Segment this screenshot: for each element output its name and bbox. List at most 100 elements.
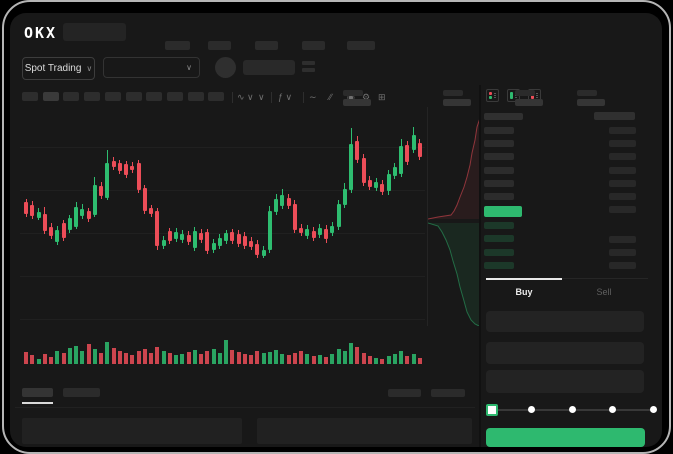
candlestick: [167, 231, 172, 241]
candlestick: [317, 228, 322, 235]
bottom-filter-placeholder[interactable]: [388, 389, 421, 397]
bottom-tab-placeholder[interactable]: [22, 388, 53, 397]
line-tool-icon[interactable]: ∼: [309, 92, 317, 102]
volume-bar: [86, 344, 91, 364]
volume-bar: [67, 348, 72, 364]
interval-button-placeholder[interactable]: [146, 92, 163, 101]
orderbook-ask-price-placeholder[interactable]: [484, 167, 514, 174]
orderbook-bid-price-placeholder[interactable]: [484, 262, 514, 269]
volume-bar: [167, 353, 172, 364]
trading-app-window: OKX Spot Trading ∨ ∨ ∿ ∨ ∨ ƒ ∨ ∼ ∕∕ ◉ ⚙ ⊞ Buy Se…: [10, 13, 662, 447]
orderbook-ask-price-placeholder[interactable]: [484, 193, 514, 200]
orderbook-amount-placeholder: [609, 262, 636, 269]
nav-item-placeholder[interactable]: [165, 41, 190, 50]
candlestick: [349, 144, 354, 190]
candlestick: [261, 250, 266, 256]
pair-selector-dropdown[interactable]: ∨: [103, 57, 200, 78]
candlestick: [105, 163, 110, 198]
orderbook-bid-price-placeholder[interactable]: [484, 235, 514, 242]
chevron-down-icon: ∨: [186, 63, 192, 72]
interval-button-placeholder[interactable]: [22, 92, 38, 101]
amount-slider-handle[interactable]: [486, 404, 498, 416]
orderbook-amount-placeholder: [609, 140, 636, 147]
tab-buy[interactable]: Buy: [515, 287, 533, 297]
nav-item-placeholder[interactable]: [208, 41, 231, 50]
order-input-2[interactable]: [486, 370, 644, 393]
nav-item-placeholder[interactable]: [255, 41, 278, 50]
volume-bar: [92, 349, 97, 364]
orderbook-ask-price-placeholder[interactable]: [484, 153, 514, 160]
volume-bar: [355, 347, 360, 364]
candlestick: [249, 241, 254, 247]
volume-bar: [61, 353, 66, 364]
candlestick: [80, 209, 85, 216]
order-input-1[interactable]: [486, 342, 644, 364]
toolbar-divider: [271, 92, 272, 103]
slider-stop-dot[interactable]: [609, 405, 616, 413]
volume-bar: [280, 354, 285, 364]
orderbook-price-header-placeholder: [484, 113, 523, 120]
bottom-filter-placeholder[interactable]: [431, 389, 465, 397]
search-input[interactable]: [63, 23, 126, 41]
interval-button-placeholder[interactable]: [84, 92, 101, 101]
slider-stop-dot[interactable]: [650, 405, 657, 413]
candlestick: [405, 145, 410, 162]
slider-stop-dot[interactable]: [528, 405, 535, 413]
interval-button-placeholder[interactable]: [125, 92, 142, 101]
order-input-0[interactable]: [486, 311, 644, 332]
candlestick-chart[interactable]: [20, 110, 425, 332]
snapshot-icon[interactable]: ◉: [347, 92, 355, 102]
chart-settings-icon[interactable]: ⚙: [362, 92, 371, 102]
orderbook-amount-placeholder: [609, 236, 636, 243]
indicators-icon[interactable]: ƒ ∨: [278, 92, 293, 102]
stat-label-placeholder: [343, 90, 363, 96]
tab-row-line: [486, 278, 648, 279]
orderbook-ask-price-placeholder[interactable]: [484, 140, 514, 147]
candle-style-icon[interactable]: ∿ ∨: [237, 92, 254, 102]
nav-item-placeholder[interactable]: [347, 41, 375, 50]
candlestick: [336, 204, 341, 227]
market-type-dropdown[interactable]: Spot Trading ∨: [22, 57, 95, 80]
volume-bar: [142, 349, 147, 364]
interval-button-placeholder[interactable]: [42, 92, 59, 101]
orderbook-ask-price-placeholder[interactable]: [484, 180, 514, 187]
interval-button-placeholder[interactable]: [187, 92, 204, 101]
draw-tool-icon[interactable]: ∕∕: [329, 92, 333, 102]
stat-label-placeholder: [443, 90, 463, 96]
candlestick: [305, 229, 310, 236]
candlestick: [61, 223, 66, 238]
volume-bar: [124, 353, 129, 364]
book-combined-view-icon[interactable]: [486, 89, 499, 102]
candlestick: [130, 166, 135, 170]
interval-button-placeholder[interactable]: [63, 92, 80, 101]
buy-submit-button[interactable]: [486, 428, 645, 447]
nav-item-placeholder[interactable]: [302, 41, 325, 50]
interval-button-placeholder[interactable]: [166, 92, 183, 101]
orderbook-amount-placeholder: [609, 180, 636, 187]
orderbook-bid-price-placeholder[interactable]: [484, 222, 514, 229]
compare-dropdown-icon[interactable]: ∨: [258, 92, 265, 102]
bottom-tab-underline: [22, 402, 53, 404]
orderbook-ask-price-placeholder[interactable]: [484, 127, 514, 134]
stat-label-placeholder: [577, 90, 597, 96]
interval-button-placeholder[interactable]: [104, 92, 121, 101]
orderbook-bid-price-placeholder[interactable]: [484, 249, 514, 256]
bottom-tab-placeholder[interactable]: [63, 388, 100, 397]
volume-bar: [299, 351, 304, 364]
candlestick: [49, 227, 54, 236]
candlestick: [55, 230, 60, 242]
menu-lines-icon[interactable]: [302, 61, 315, 72]
interval-button-placeholder[interactable]: [208, 92, 225, 101]
candlestick: [367, 180, 372, 187]
slider-stop-dot[interactable]: [569, 405, 576, 413]
chart-gridline: [20, 276, 425, 277]
stat-value-placeholder: [515, 99, 543, 106]
volume-bar: [199, 354, 204, 364]
candlestick: [86, 211, 91, 219]
candlestick: [199, 233, 204, 240]
bottom-row-placeholder: [22, 418, 242, 444]
fullscreen-icon[interactable]: ⊞: [378, 92, 386, 102]
volume-bar: [105, 342, 110, 364]
tab-sell[interactable]: Sell: [596, 287, 612, 297]
candlestick: [242, 236, 247, 246]
